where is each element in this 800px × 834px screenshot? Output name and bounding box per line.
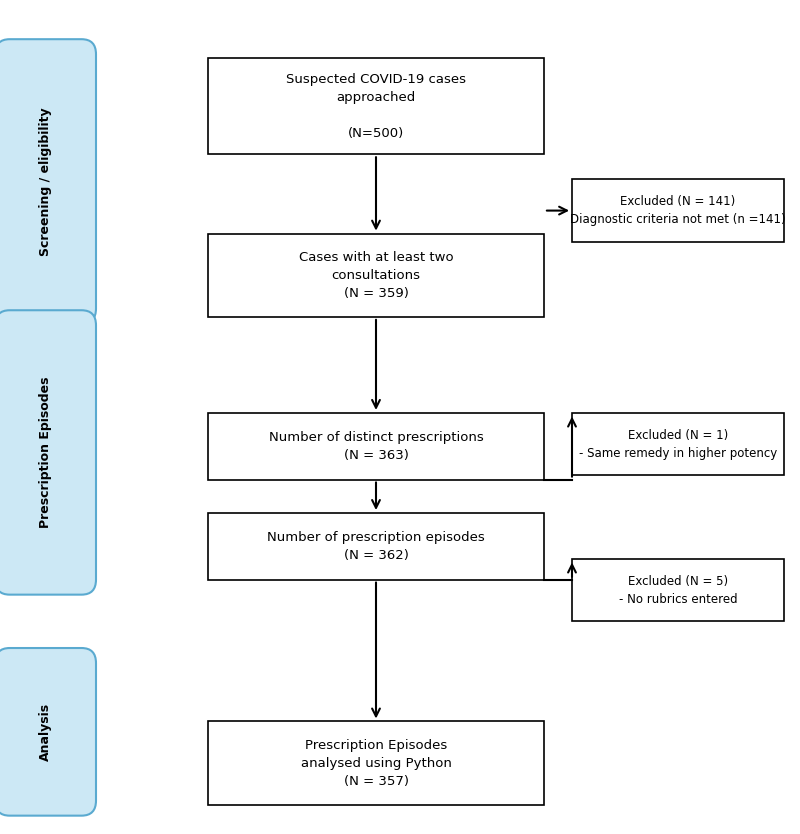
FancyBboxPatch shape <box>208 413 544 480</box>
Text: Prescription Episodes
analysed using Python
(N = 357): Prescription Episodes analysed using Pyt… <box>301 739 451 787</box>
FancyBboxPatch shape <box>572 559 784 621</box>
Text: Cases with at least two
consultations
(N = 359): Cases with at least two consultations (N… <box>298 251 454 299</box>
Text: Screening / eligibility: Screening / eligibility <box>39 107 52 256</box>
Text: Suspected COVID-19 cases
approached

(N=500): Suspected COVID-19 cases approached (N=5… <box>286 73 466 140</box>
FancyBboxPatch shape <box>208 234 544 317</box>
Text: Excluded (N = 5)
- No rubrics entered: Excluded (N = 5) - No rubrics entered <box>618 575 738 605</box>
FancyBboxPatch shape <box>0 39 96 324</box>
Text: Analysis: Analysis <box>39 703 52 761</box>
Text: Number of prescription episodes
(N = 362): Number of prescription episodes (N = 362… <box>267 530 485 562</box>
FancyBboxPatch shape <box>208 58 544 154</box>
Text: Excluded (N = 1)
- Same remedy in higher potency: Excluded (N = 1) - Same remedy in higher… <box>579 429 777 460</box>
FancyBboxPatch shape <box>0 648 96 816</box>
FancyBboxPatch shape <box>208 513 544 580</box>
Text: Number of distinct prescriptions
(N = 363): Number of distinct prescriptions (N = 36… <box>269 430 483 462</box>
Text: Prescription Episodes: Prescription Episodes <box>39 377 52 528</box>
FancyBboxPatch shape <box>208 721 544 805</box>
FancyBboxPatch shape <box>0 310 96 595</box>
Text: Excluded (N = 141)
Diagnostic criteria not met (n =141): Excluded (N = 141) Diagnostic criteria n… <box>570 195 786 226</box>
FancyBboxPatch shape <box>572 413 784 475</box>
FancyBboxPatch shape <box>572 179 784 242</box>
